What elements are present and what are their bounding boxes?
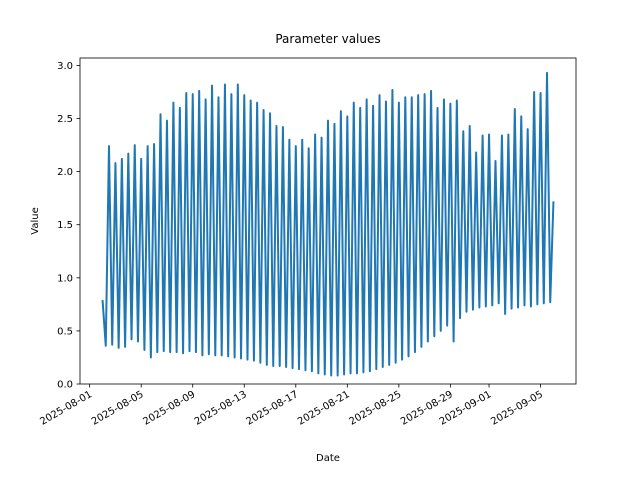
- y-tick-label: 1.5: [57, 220, 73, 231]
- y-axis-label: Value: [30, 207, 41, 234]
- data-line: [101, 71, 555, 377]
- chart-title: Parameter values: [275, 32, 380, 46]
- axes-frame: [79, 57, 577, 385]
- y-tick-label: 3.0: [57, 61, 73, 72]
- y-tick-label: 0.5: [57, 326, 73, 337]
- y-tick-label: 2.5: [57, 114, 73, 125]
- y-tick-label: 2.0: [57, 167, 73, 178]
- x-axis-label: Date: [316, 453, 340, 464]
- y-tick-label: 1.0: [57, 273, 73, 284]
- y-tick-label: 0.0: [57, 380, 73, 391]
